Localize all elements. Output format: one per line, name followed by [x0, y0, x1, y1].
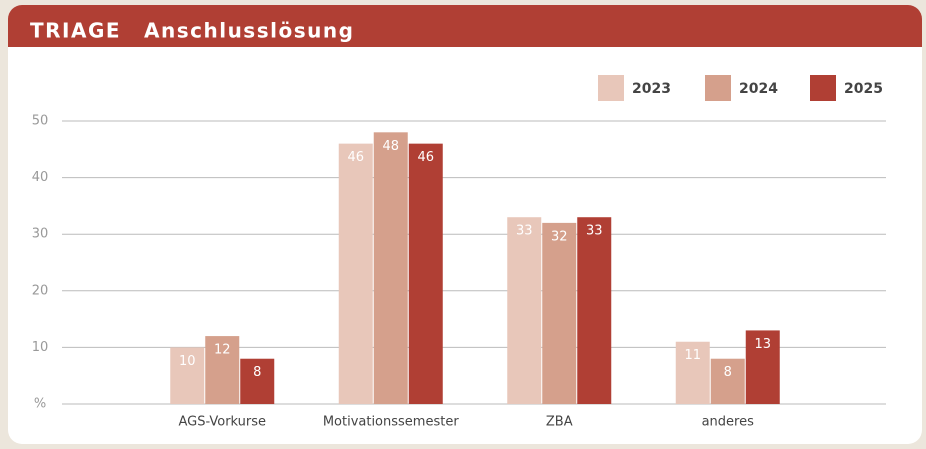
value-label: 48: [382, 139, 399, 154]
legend-swatch: [598, 75, 624, 101]
value-label: 13: [754, 337, 771, 352]
legend-swatch: [810, 75, 836, 101]
value-label: 11: [684, 348, 701, 363]
y-tick-label: 10: [32, 340, 49, 355]
legend-label: 2023: [632, 81, 671, 97]
bar: [373, 132, 408, 404]
chart-title: TRIAGE: [30, 19, 121, 43]
x-tick-label: AGS-Vorkurse: [178, 415, 266, 430]
bar: [338, 143, 373, 404]
bar: [507, 217, 542, 404]
bar: [675, 341, 710, 404]
value-label: 33: [516, 224, 533, 239]
legend-label: 2024: [739, 81, 778, 97]
bar: [205, 336, 240, 404]
bar: [170, 347, 205, 404]
card: [8, 5, 922, 444]
x-tick-label: Motivationssemester: [323, 415, 460, 430]
value-label: 33: [586, 224, 603, 239]
value-label: 8: [253, 365, 261, 380]
value-label: 10: [179, 354, 196, 369]
bar: [745, 330, 780, 404]
x-tick-label: anderes: [702, 415, 755, 430]
header: [8, 5, 922, 47]
bar: [240, 358, 275, 404]
bar: [710, 358, 745, 404]
y-tick-label: %: [34, 397, 46, 412]
y-tick-label: 30: [32, 227, 49, 242]
value-label: 46: [347, 150, 364, 165]
value-label: 32: [551, 229, 568, 244]
y-tick-label: 50: [32, 114, 49, 129]
x-tick-label: ZBA: [546, 415, 573, 430]
value-label: 12: [214, 343, 231, 358]
bar: [542, 222, 577, 404]
legend-label: 2025: [844, 81, 883, 97]
value-label: 8: [724, 365, 732, 380]
y-tick-label: 40: [32, 170, 49, 185]
chart-subtitle: Anschlusslösung: [144, 19, 354, 43]
legend-swatch: [705, 75, 731, 101]
y-tick-label: 20: [32, 283, 49, 298]
bar: [577, 217, 612, 404]
bar: [408, 143, 443, 404]
value-label: 46: [417, 150, 434, 165]
